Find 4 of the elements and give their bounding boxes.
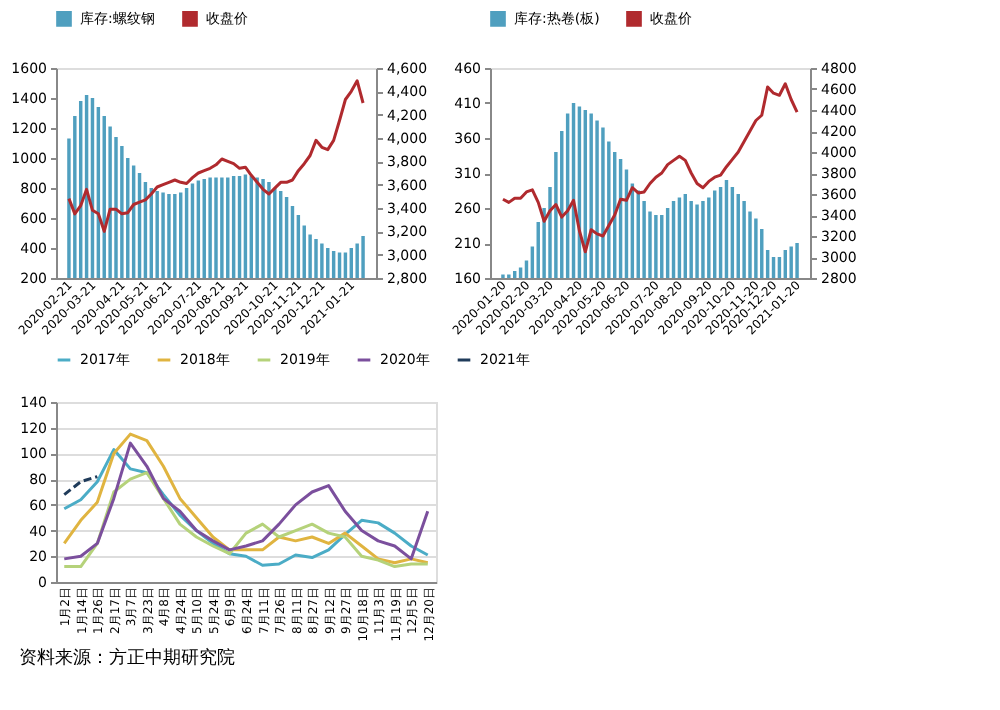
line-series xyxy=(62,471,430,569)
line-series xyxy=(67,79,365,233)
line-series xyxy=(501,82,799,254)
text: 资料来源：方正中期研究院 xyxy=(19,646,236,669)
